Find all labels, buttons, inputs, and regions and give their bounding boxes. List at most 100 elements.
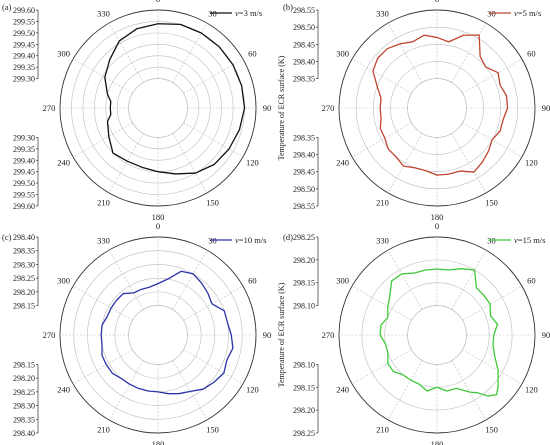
panel-label: (d) bbox=[283, 232, 293, 242]
r-tick-label: 298.20 bbox=[293, 406, 315, 415]
angle-tick-label: 180 bbox=[152, 212, 165, 222]
angle-tick-label: 120 bbox=[525, 385, 538, 395]
grid-ring bbox=[114, 291, 202, 379]
spoke bbox=[351, 122, 412, 158]
angle-tick-label: 210 bbox=[97, 424, 110, 434]
r-tick-label: 299.55 bbox=[13, 191, 35, 200]
spoke bbox=[451, 249, 487, 310]
r-tick-label: 298.55 bbox=[293, 202, 315, 211]
r-tick-label: 299.60 bbox=[13, 202, 35, 211]
angle-tick-label: 0 bbox=[156, 0, 160, 4]
angle-tick-label: 240 bbox=[336, 158, 349, 168]
r-tick-label: 298.30 bbox=[13, 260, 35, 269]
angle-tick-label: 210 bbox=[97, 197, 110, 207]
angle-tick-label: 270 bbox=[322, 103, 335, 113]
angle-tick-label: 90 bbox=[542, 330, 550, 340]
inner-ring bbox=[407, 305, 467, 365]
r-tick-label: 298.50 bbox=[293, 23, 315, 32]
grid-ring bbox=[100, 277, 216, 393]
spoke bbox=[183, 285, 244, 321]
panel-d: 0 30 60 90 120 150 180 210 240 270 300 330 298.25 298… bbox=[277, 221, 550, 445]
y-axis-title: Temperature of ECR surface (K) bbox=[277, 55, 286, 160]
r-tick-label: 298.35 bbox=[293, 75, 315, 84]
angle-tick-label: 240 bbox=[57, 385, 70, 395]
r-tick-label: 298.35 bbox=[13, 247, 35, 256]
angle-tick-label: 210 bbox=[376, 197, 389, 207]
r-tick-label: 299.35 bbox=[13, 145, 35, 154]
grid-ring bbox=[82, 32, 234, 184]
series-line bbox=[104, 23, 246, 175]
inner-ring bbox=[128, 78, 188, 138]
r-tick-label: 298.50 bbox=[293, 185, 315, 194]
panel-label: (a) bbox=[2, 2, 12, 12]
spoke bbox=[351, 285, 412, 321]
grid-ring bbox=[384, 282, 490, 388]
grid-ring bbox=[59, 236, 257, 434]
angle-tick-label: 210 bbox=[376, 424, 389, 434]
angle-tick-label: 30 bbox=[208, 9, 217, 19]
r-tick-label: 298.20 bbox=[293, 256, 315, 265]
angle-tick-label: 270 bbox=[43, 103, 56, 113]
spoke bbox=[451, 22, 487, 83]
r-tick-label: 298.30 bbox=[13, 402, 35, 411]
angle-tick-label: 150 bbox=[206, 197, 219, 207]
r-tick-label: 298.40 bbox=[293, 57, 315, 66]
angle-tick-label: 60 bbox=[527, 49, 536, 59]
grid-ring bbox=[105, 55, 211, 161]
y-axis-title: Temperature of ECR surface (K) bbox=[277, 282, 286, 387]
angle-tick-label: 30 bbox=[487, 9, 496, 19]
angle-tick-label: 300 bbox=[336, 49, 349, 59]
r-tick-label: 298.25 bbox=[293, 233, 315, 242]
r-tick-label: 298.35 bbox=[13, 415, 35, 424]
r-tick-label: 299.45 bbox=[13, 168, 35, 177]
angle-tick-label: 180 bbox=[152, 439, 165, 445]
angle-tick-label: 180 bbox=[431, 439, 444, 445]
r-tick-label: 298.20 bbox=[13, 288, 35, 297]
panel-c: 0 30 60 90 120 150 180 210 240 270 300 330 298.40 298… bbox=[2, 221, 271, 445]
r-tick-label: 299.55 bbox=[13, 17, 35, 26]
spoke bbox=[108, 249, 144, 310]
panel-b: 0 30 60 90 120 150 180 210 240 270 300 330 298.55 298… bbox=[277, 0, 550, 222]
panel-label: (c) bbox=[2, 232, 12, 242]
inner-ring bbox=[128, 305, 188, 365]
spoke bbox=[183, 58, 244, 94]
r-tick-label: 299.40 bbox=[13, 52, 35, 61]
angle-tick-label: 0 bbox=[156, 221, 160, 231]
angle-tick-label: 120 bbox=[246, 158, 259, 168]
legend-label: v=5 m/s bbox=[514, 8, 541, 18]
angle-tick-label: 300 bbox=[57, 276, 70, 286]
spoke bbox=[387, 22, 423, 83]
r-tick-label: 298.40 bbox=[293, 151, 315, 160]
r-tick-label: 298.25 bbox=[13, 388, 35, 397]
r-tick-label: 298.15 bbox=[293, 383, 315, 392]
angle-tick-label: 60 bbox=[248, 49, 257, 59]
spoke bbox=[387, 360, 423, 421]
legend-label: v=15 m/s bbox=[514, 235, 545, 245]
spoke bbox=[387, 133, 423, 194]
angle-tick-label: 120 bbox=[525, 158, 538, 168]
spoke bbox=[462, 58, 523, 94]
spoke bbox=[183, 122, 244, 158]
angle-tick-label: 30 bbox=[208, 236, 217, 246]
r-tick-label: 298.15 bbox=[293, 279, 315, 288]
grid-ring bbox=[116, 66, 200, 150]
panel-a: 0 30 60 90 120 150 180 210 240 270 300 330 299.60 299… bbox=[2, 0, 271, 222]
angle-tick-label: 150 bbox=[485, 197, 498, 207]
spoke bbox=[172, 22, 208, 83]
legend-label: v=10 m/s bbox=[235, 235, 266, 245]
grid-ring bbox=[390, 61, 484, 155]
angle-tick-label: 60 bbox=[248, 276, 257, 286]
angle-tick-label: 90 bbox=[263, 330, 272, 340]
angle-tick-label: 150 bbox=[206, 424, 219, 434]
series-line bbox=[100, 270, 234, 395]
r-tick-label: 298.45 bbox=[293, 168, 315, 177]
spoke bbox=[451, 133, 487, 194]
r-tick-label: 298.35 bbox=[293, 133, 315, 142]
angle-tick-label: 300 bbox=[336, 276, 349, 286]
angle-tick-label: 0 bbox=[435, 221, 439, 231]
spoke bbox=[108, 360, 144, 421]
grid-ring bbox=[338, 9, 536, 207]
angle-tick-label: 240 bbox=[336, 385, 349, 395]
spoke bbox=[172, 360, 208, 421]
